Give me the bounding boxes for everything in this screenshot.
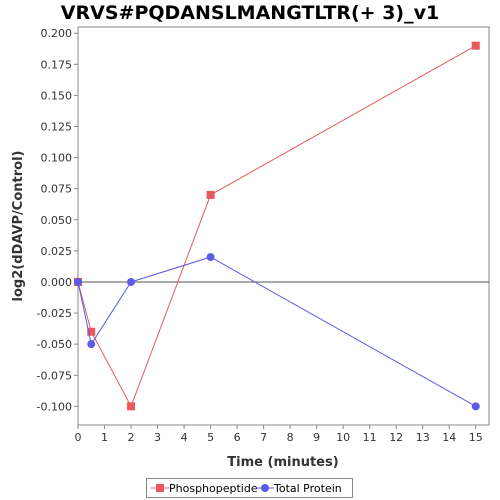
y-tick-label: 0.175 [41, 58, 73, 71]
y-axis: 0.200 0.175 0.150 0.125 0.100 0.075 0.050 0.025… [37, 27, 78, 413]
x-tick-label: 9 [313, 431, 320, 444]
y-tick-label: 0.150 [41, 89, 73, 102]
x-axis: 0 1 2 3 4 5 6 7 8 9 10 11 12 13 14 15 [75, 425, 483, 444]
legend-item-phosphopeptide: Phosphopeptide [151, 482, 258, 495]
y-tick-label: -0.025 [37, 307, 72, 320]
x-tick-label: 11 [363, 431, 377, 444]
legend-item-total-protein: Total Protein [256, 482, 342, 495]
plot-area [77, 26, 490, 426]
legend-label-total-protein: Total Protein [274, 482, 342, 495]
y-tick-label: -0.100 [37, 400, 72, 413]
data-point-phosphopeptide [206, 190, 215, 199]
y-tick-label: 0.100 [41, 152, 73, 165]
x-axis-title: Time (minutes) [227, 455, 338, 470]
x-tick-label: 10 [336, 431, 350, 444]
x-tick-label: 12 [389, 431, 403, 444]
x-tick-label: 0 [75, 431, 82, 444]
data-point-total-protein [206, 253, 215, 262]
legend-label-phosphopeptide: Phosphopeptide [169, 482, 258, 495]
legend: Phosphopeptide Total Protein [146, 478, 353, 498]
data-point-phosphopeptide [127, 402, 136, 411]
y-tick-label: 0.000 [41, 276, 73, 289]
x-tick-label: 15 [469, 431, 483, 444]
x-tick-label: 6 [234, 431, 241, 444]
y-tick-label: 0.075 [41, 183, 73, 196]
data-point-total-protein [74, 277, 82, 286]
y-tick-label: 0.125 [41, 121, 73, 134]
data-point-phosphopeptide [471, 41, 480, 50]
x-tick-label: 5 [207, 431, 214, 444]
x-tick-label: 8 [287, 431, 294, 444]
series-total-protein [74, 253, 480, 411]
data-point-total-protein [127, 277, 136, 286]
data-point-total-protein [87, 340, 96, 349]
circle-marker-icon [256, 484, 274, 492]
x-tick-label: 7 [260, 431, 267, 444]
data-point-phosphopeptide [87, 327, 96, 336]
x-tick-label: 14 [442, 431, 456, 444]
x-tick-label: 4 [181, 431, 188, 444]
data-point-total-protein [471, 402, 480, 411]
y-tick-label: 0.025 [41, 245, 73, 258]
x-tick-label: 13 [416, 431, 430, 444]
x-tick-label: 2 [128, 431, 135, 444]
y-axis-title: log2(dDAVP/Control) [11, 151, 26, 302]
series-layer [74, 41, 480, 411]
y-tick-label: -0.050 [37, 338, 72, 351]
y-tick-label: 0.050 [41, 214, 73, 227]
x-tick-label: 1 [101, 431, 108, 444]
x-tick-label: 3 [154, 431, 161, 444]
y-tick-label: 0.200 [41, 27, 73, 40]
square-marker-icon [151, 484, 169, 492]
chart-title: VRVS#PQDANSLMANGTLTR(+ 3)_v1 [60, 2, 440, 24]
y-tick-label: -0.075 [37, 369, 72, 382]
